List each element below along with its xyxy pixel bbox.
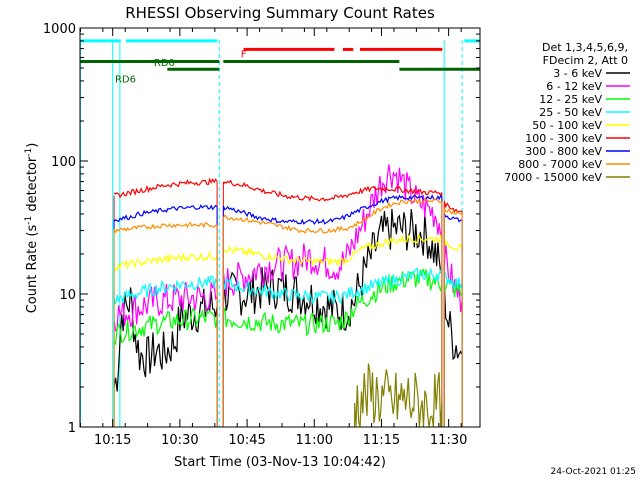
series-line-5-segment-2: [443, 200, 463, 214]
status-label-1: RD0: [154, 58, 175, 69]
legend-label-0: 3 - 6 keV: [553, 67, 602, 80]
series-line-4-segment-0: [113, 250, 218, 272]
x-tick-label-3: 11:00: [296, 433, 333, 448]
series-line-3-segment-2: [443, 270, 463, 289]
x-tick-label-2: 10:45: [228, 433, 265, 448]
y-axis-title: Count Rate (s-1 detector-1): [24, 143, 40, 314]
legend-label-2: 12 - 25 keV: [539, 93, 602, 106]
legend-label-4: 50 - 100 keV: [532, 119, 602, 132]
series-line-5-segment-1: [222, 179, 443, 202]
y-axis-title-main: Count Rate (s: [25, 225, 40, 314]
status-label-2: RD6: [115, 74, 136, 85]
legend-label-3: 25 - 50 keV: [539, 106, 602, 119]
x-tick-label-1: 10:30: [161, 433, 198, 448]
series-line-1-segment-2: [443, 242, 463, 313]
series-line-3-segment-0: [113, 275, 218, 305]
legend-header-line-2: FDecim 2, Att 0: [543, 54, 628, 67]
legend-header-line-1: Det 1,3,4,5,6,9,: [542, 41, 628, 54]
series-line-2-segment-1: [222, 268, 443, 337]
series-line-8-segment-0: [354, 363, 443, 428]
legend-label-7: 800 - 7000 keV: [518, 158, 602, 171]
y-tick-label-0: 1: [68, 421, 76, 436]
series-line-0-segment-1: [222, 208, 443, 331]
plot-area: F RD0 RD6: [79, 39, 480, 428]
y-tick-label-2: 100: [51, 155, 76, 170]
series-line-7-segment-1: [222, 197, 443, 234]
legend-label-1: 6 - 12 keV: [546, 80, 602, 93]
series-line-3-segment-1: [222, 267, 443, 305]
x-tick-label-0: 10:15: [94, 433, 131, 448]
legend-label-5: 100 - 300 keV: [525, 132, 602, 145]
series-line-4-segment-1: [223, 232, 443, 267]
plot-frame: [79, 27, 481, 428]
y-axis-title-sup2: -1: [24, 148, 34, 157]
legend-label-6: 300 - 800 keV: [525, 145, 602, 158]
timestamp: 24-Oct-2021 01:25: [551, 467, 636, 477]
y-axis-title-end: ): [25, 143, 40, 148]
series-line-7-segment-2: [443, 207, 463, 215]
y-axis: 1 10 100 1000: [43, 22, 480, 436]
chart-title: RHESSI Observing Summary Count Rates: [125, 4, 435, 22]
series-line-6-segment-1: [222, 194, 443, 225]
series-line-5-segment-0: [113, 177, 218, 199]
series-line-6-segment-0: [113, 204, 218, 223]
series-line-4-segment-2: [443, 237, 463, 251]
series-line-1-segment-1: [222, 164, 443, 297]
series-line-6-segment-2: [443, 212, 463, 223]
x-tick-label-5: 11:30: [430, 433, 467, 448]
legend: Det 1,3,4,5,6,9, FDecim 2, Att 0 3 - 6 k…: [504, 41, 630, 184]
series-line-0-segment-2: [443, 279, 463, 361]
y-tick-label-1: 10: [59, 288, 76, 303]
legend-label-8: 7000 - 15000 keV: [504, 171, 602, 184]
y-axis-title-tail: detector: [25, 156, 40, 216]
x-axis: 10:15 10:30 10:45 11:00 11:15 11:30: [79, 28, 467, 448]
y-axis-title-sup: -1: [24, 216, 34, 225]
y-tick-label-3: 1000: [43, 22, 76, 37]
series-line-7-segment-0: [113, 221, 218, 234]
x-tick-label-4: 11:15: [363, 433, 400, 448]
status-label-0: F: [241, 50, 247, 61]
series-line-2-segment-0: [113, 306, 218, 346]
x-axis-title: Start Time (03-Nov-13 10:04:42): [174, 455, 386, 470]
